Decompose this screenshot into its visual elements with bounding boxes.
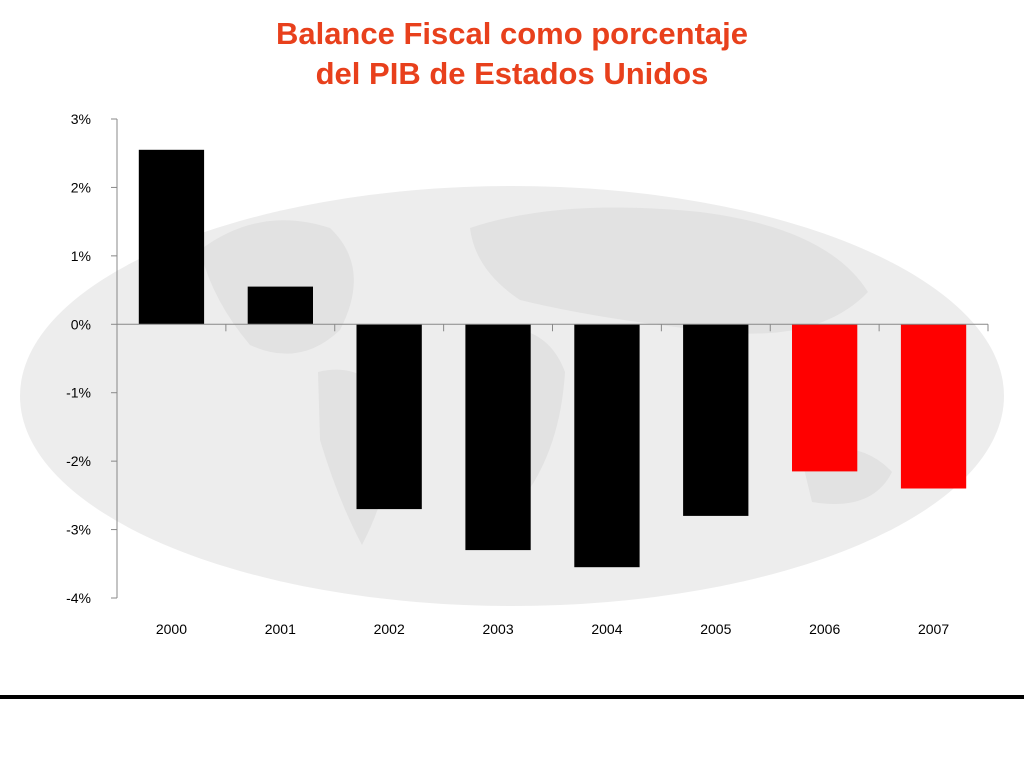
x-tick-label: 2003: [482, 621, 513, 637]
y-tick-label: 2%: [71, 179, 91, 195]
y-tick-label: -1%: [66, 385, 91, 401]
bar-2002: [357, 324, 422, 509]
x-tick-label: 2000: [156, 621, 187, 637]
bar-2005: [683, 324, 748, 516]
bar-2006: [792, 324, 857, 471]
bottom-rule: [0, 695, 1024, 699]
y-tick-label: 0%: [71, 316, 91, 332]
x-tick-label: 2004: [591, 621, 622, 637]
bar-2004: [574, 324, 639, 567]
bar-2000: [139, 150, 204, 324]
y-tick-label: -2%: [66, 453, 91, 469]
bar-2007: [901, 324, 966, 488]
y-tick-label: -3%: [66, 522, 91, 538]
y-tick-label: 1%: [71, 248, 91, 264]
x-tick-label: 2005: [700, 621, 731, 637]
y-tick-label: -4%: [66, 590, 91, 606]
bar-2003: [465, 324, 530, 550]
x-tick-label: 2002: [374, 621, 405, 637]
bar-2001: [248, 287, 313, 325]
y-tick-label: 3%: [71, 111, 91, 127]
x-tick-label: 2007: [918, 621, 949, 637]
x-tick-label: 2001: [265, 621, 296, 637]
x-tick-label: 2006: [809, 621, 840, 637]
